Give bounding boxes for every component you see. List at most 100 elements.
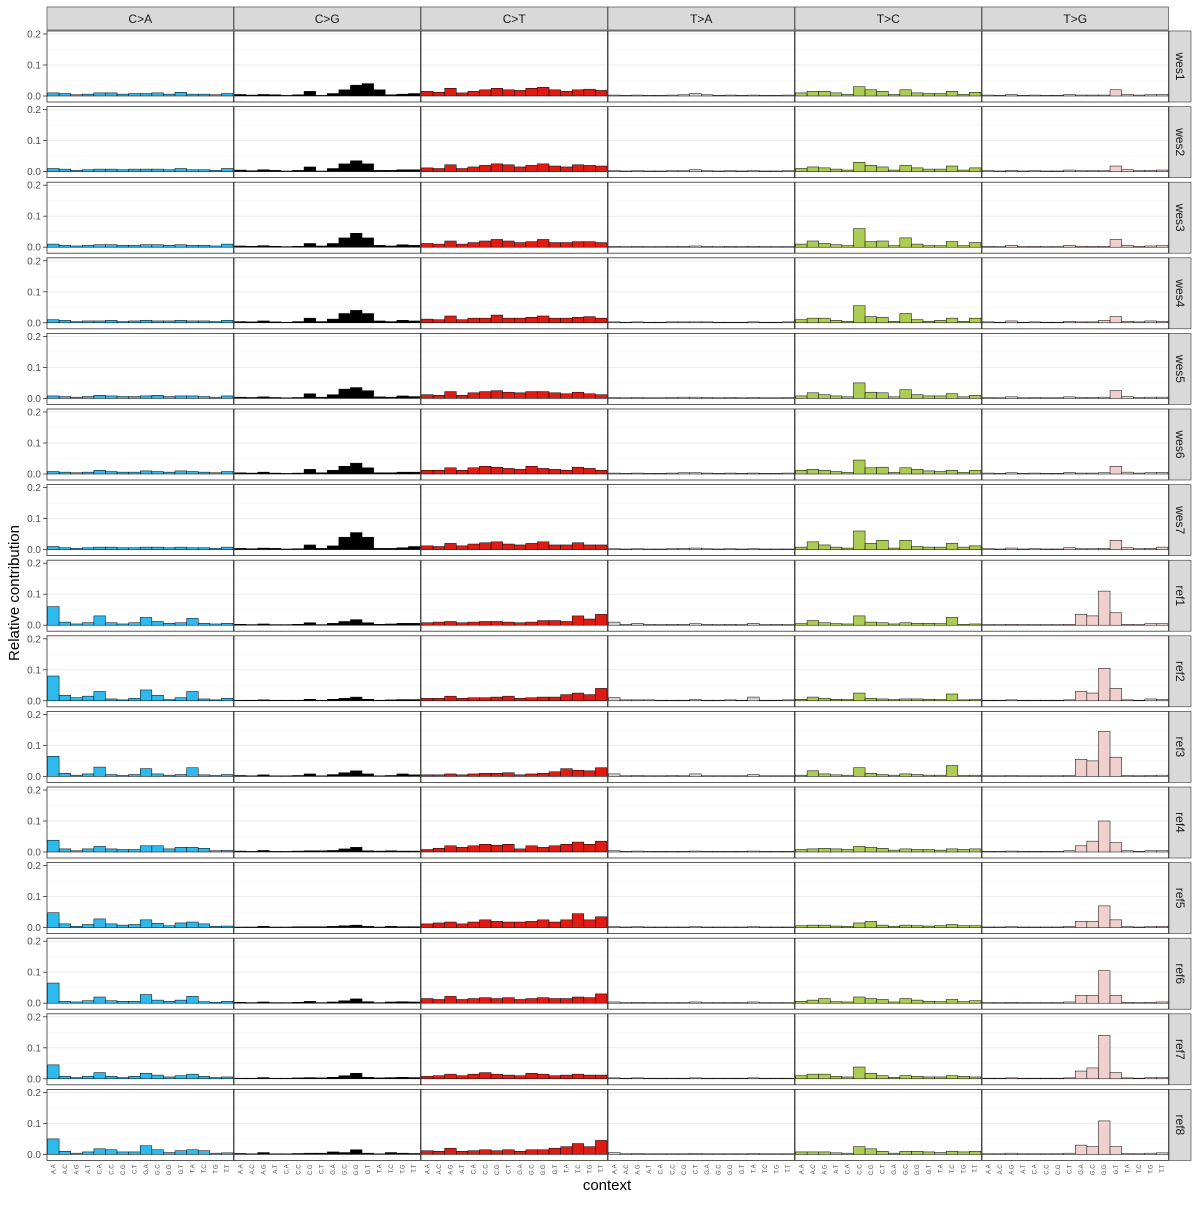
bar-A.C [432, 168, 445, 172]
bar-A.T [1017, 170, 1030, 172]
bar-G.G [1098, 396, 1111, 399]
panel-border [981, 408, 1169, 481]
y-tick-label: 0.1 [27, 1043, 41, 1054]
panel-wes7-T-to-C [794, 484, 982, 557]
bar-A.G [818, 317, 831, 324]
bar-A.T [456, 470, 469, 475]
bar-C.A [280, 246, 293, 248]
bar-A.A [47, 168, 60, 172]
bar-G.C [338, 1152, 351, 1155]
bar-T.T [969, 167, 982, 172]
bar-T.G [1144, 1152, 1157, 1155]
bar-T.G [209, 926, 222, 928]
bar-G.A [1075, 548, 1088, 550]
bar-G.T [174, 1150, 187, 1155]
bar-G.T [735, 1002, 748, 1004]
bar-G.G [350, 84, 363, 97]
bar-T.C [1132, 397, 1146, 399]
bar-T.G [1144, 320, 1157, 324]
bar-C.T [128, 1076, 141, 1080]
bar-A.C [806, 392, 819, 399]
panel-border [607, 181, 795, 254]
panel-background [982, 484, 1169, 556]
bar-A.G [444, 621, 457, 626]
bar-G.G [163, 1001, 176, 1004]
row-strip-label: ref1 [1173, 585, 1187, 606]
bar-C.A [93, 1148, 106, 1155]
bar-G.T [361, 1077, 374, 1080]
facet-strip-T-to-G: T>G [981, 6, 1169, 31]
bar-A.T [830, 1152, 843, 1155]
panel-border [46, 937, 234, 1010]
bar-C.C [666, 1077, 679, 1080]
panel-border [420, 30, 608, 103]
bar-C.T [315, 1152, 328, 1155]
bar-G.T [922, 321, 935, 324]
bar-T.G [583, 694, 596, 702]
bar-C.T [128, 245, 141, 248]
bar-T.C [384, 850, 398, 853]
bar-G.C [151, 999, 164, 1004]
bar-G.G [1098, 246, 1111, 248]
bar-T.A [1121, 396, 1134, 399]
panel-wes1-C-to-A [46, 30, 234, 103]
panel-wes4-C-to-G [233, 257, 421, 330]
bar-C.T [689, 547, 702, 550]
panel-border [46, 1089, 234, 1161]
x-tick-label: T.A [564, 1164, 570, 1173]
bar-G.A [888, 169, 901, 172]
bar-G.T [735, 397, 748, 399]
panel-ref5-T-to-A [607, 862, 795, 934]
bar-C.C [105, 244, 118, 248]
bar-T.C [197, 547, 211, 550]
row-strip-label: wes6 [1173, 429, 1187, 458]
bar-G.T [361, 622, 374, 626]
bar-G.T [174, 92, 187, 97]
bar-A.G [257, 471, 270, 475]
bar-G.T [922, 245, 935, 248]
bar-A.G [631, 926, 644, 928]
bar-T.C [571, 316, 585, 324]
bar-G.C [338, 313, 351, 324]
bar-G.A [1075, 921, 1088, 928]
panel-border [794, 484, 982, 557]
bar-C.A [654, 473, 667, 475]
bar-T.A [1121, 94, 1134, 97]
bar-A.A [234, 699, 247, 702]
bar-T.T [782, 321, 795, 324]
x-tick-label: A.C [250, 1164, 256, 1175]
bar-T.C [758, 851, 772, 853]
bar-T.G [770, 699, 783, 702]
bar-G.A [888, 699, 901, 702]
bar-G.T [735, 321, 748, 324]
bar-G.T [174, 622, 187, 626]
bar-G.A [701, 246, 714, 248]
bar-G.T [922, 1076, 935, 1080]
bar-A.G [1005, 170, 1018, 172]
bar-A.G [631, 170, 644, 172]
bar-T.G [770, 1002, 783, 1004]
bar-C.A [841, 774, 854, 777]
bar-A.C [619, 397, 632, 399]
x-tick-label: G.A [331, 1164, 337, 1174]
bar-A.C [806, 620, 819, 626]
bar-T.C [197, 1076, 211, 1080]
bar-G.T [1109, 688, 1122, 702]
bar-C.T [689, 321, 702, 324]
bar-G.A [514, 544, 527, 550]
bar-G.C [151, 471, 164, 475]
bar-G.G [163, 848, 176, 853]
bar-C.C [853, 530, 866, 550]
bar-G.G [1098, 320, 1111, 324]
bar-G.T [922, 470, 935, 475]
bar-T.A [1121, 926, 1134, 928]
bar-T.G [1144, 245, 1157, 248]
bar-T.C [197, 245, 211, 248]
bar-G.G [911, 319, 924, 324]
panel-border [607, 257, 795, 330]
bar-C.T [689, 699, 702, 702]
bar-A.T [643, 473, 656, 475]
bar-A.T [82, 547, 95, 550]
x-tick-label: G.G [915, 1164, 921, 1175]
